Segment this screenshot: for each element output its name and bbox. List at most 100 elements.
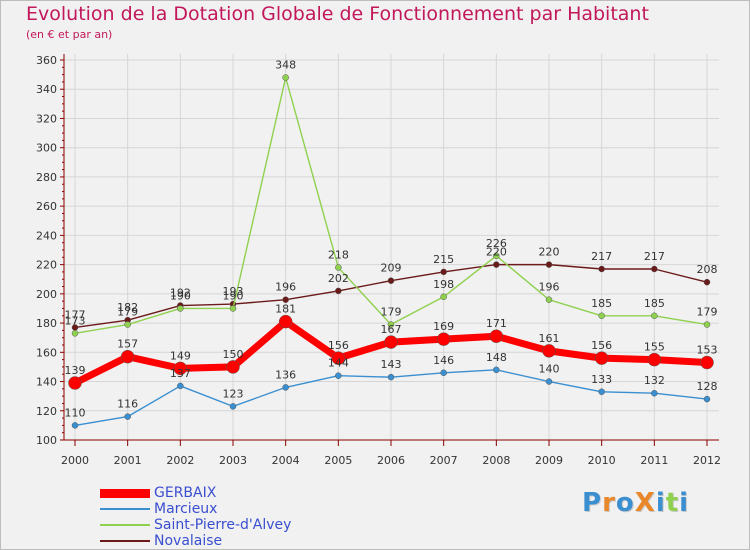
data-point-novalaise <box>703 278 711 286</box>
data-point-marcieux <box>545 378 553 385</box>
data-point-saint-pierre-d-alvey <box>545 296 553 303</box>
data-point-saint-pierre-d-alvey <box>229 305 237 312</box>
data-label-novalaise: 220 <box>539 246 560 259</box>
data-label-gerbaix: 149 <box>170 349 191 362</box>
legend-label-marcieux: Marcieux <box>154 501 218 517</box>
logo-letter: X <box>634 488 656 518</box>
data-label-novalaise: 177 <box>65 308 86 321</box>
y-tick-label: 320 <box>36 112 57 125</box>
proxiti-logo: ProXiti <box>582 488 689 518</box>
data-label-novalaise: 182 <box>117 301 138 314</box>
legend-label-saint-pierre-d-alvey: Saint-Pierre-d'Alvey <box>154 517 292 533</box>
data-label-novalaise: 215 <box>433 253 454 266</box>
chart-title: Evolution de la Dotation Globale de Fonc… <box>26 3 649 25</box>
data-point-marcieux <box>71 422 79 429</box>
data-point-saint-pierre-d-alvey <box>335 264 342 271</box>
data-label-marcieux: 132 <box>644 374 665 387</box>
logo-letter: o <box>615 488 635 518</box>
legend-item-gerbaix: GERBAIX <box>100 485 291 501</box>
data-point-novalaise <box>440 268 447 276</box>
x-tick-label: 2010 <box>588 454 616 467</box>
legend-item-novalaise: Novalaise <box>100 533 291 549</box>
data-point-gerbaix <box>68 376 82 390</box>
x-tick-label: 2002 <box>166 454 194 467</box>
data-point-saint-pierre-d-alvey <box>387 321 395 328</box>
data-point-marcieux <box>335 372 342 379</box>
data-label-gerbaix: 155 <box>644 341 665 354</box>
data-label-marcieux: 133 <box>591 373 612 386</box>
x-tick-label: 2008 <box>482 454 510 467</box>
data-point-saint-pierre-d-alvey <box>651 312 658 320</box>
legend-swatch-novalaise <box>100 540 150 542</box>
data-point-marcieux <box>440 369 447 377</box>
data-point-gerbaix <box>542 344 556 358</box>
legend-item-marcieux: Marcieux <box>100 501 291 517</box>
data-point-saint-pierre-d-alvey <box>71 330 79 337</box>
data-label-novalaise: 192 <box>170 287 191 300</box>
data-label-marcieux: 110 <box>65 406 86 419</box>
x-tick-label: 2004 <box>272 454 300 467</box>
data-point-gerbaix <box>700 355 714 370</box>
data-label-saint-pierre-d-alvey: 190 <box>223 289 244 302</box>
data-label-novalaise: 220 <box>486 246 507 259</box>
logo-letter: P <box>582 488 603 518</box>
data-point-gerbaix <box>331 351 346 365</box>
data-label-gerbaix: 181 <box>275 303 296 316</box>
chart-legend: GERBAIX Marcieux Saint-Pierre-d'Alvey No… <box>100 485 291 549</box>
x-tick-label: 2000 <box>61 454 89 467</box>
y-tick-label: 100 <box>36 434 57 447</box>
data-label-gerbaix: 156 <box>328 339 349 352</box>
y-tick-label: 120 <box>36 405 57 418</box>
data-point-saint-pierre-d-alvey <box>124 321 131 328</box>
data-label-saint-pierre-d-alvey: 226 <box>486 237 507 250</box>
logo-letter: i <box>655 488 666 518</box>
legend-label-novalaise: Novalaise <box>154 533 223 549</box>
data-label-saint-pierre-d-alvey: 179 <box>117 306 138 319</box>
data-label-novalaise: 208 <box>697 263 718 276</box>
y-tick-label: 280 <box>36 171 57 184</box>
data-label-novalaise: 196 <box>275 281 296 294</box>
data-label-saint-pierre-d-alvey: 185 <box>591 297 612 310</box>
legend-swatch-marcieux <box>100 508 150 510</box>
data-label-marcieux: 146 <box>433 354 454 367</box>
data-point-marcieux <box>177 382 184 390</box>
data-label-gerbaix: 153 <box>697 344 718 357</box>
x-tick-label: 2007 <box>430 454 458 467</box>
data-point-saint-pierre-d-alvey <box>177 305 184 312</box>
data-label-marcieux: 140 <box>539 363 560 376</box>
data-point-gerbaix <box>436 332 451 346</box>
data-label-novalaise: 217 <box>644 250 665 263</box>
data-label-novalaise: 209 <box>381 262 402 275</box>
data-label-saint-pierre-d-alvey: 179 <box>697 306 718 319</box>
data-point-gerbaix <box>647 352 662 367</box>
data-label-gerbaix: 156 <box>591 339 612 352</box>
legend-item-saint-pierre-d-alvey: Saint-Pierre-d'Alvey <box>100 517 291 533</box>
data-point-marcieux <box>282 384 289 391</box>
data-label-marcieux: 116 <box>117 398 138 411</box>
x-tick-label: 2009 <box>535 454 563 467</box>
data-point-novalaise <box>387 277 395 284</box>
data-label-gerbaix: 169 <box>433 320 454 333</box>
logo-letter: r <box>602 488 616 518</box>
data-point-marcieux <box>124 413 131 420</box>
data-label-marcieux: 128 <box>697 380 718 393</box>
data-label-marcieux: 123 <box>223 387 244 400</box>
data-point-gerbaix <box>489 329 504 343</box>
data-label-marcieux: 144 <box>328 357 349 370</box>
data-point-gerbaix <box>226 360 240 374</box>
x-tick-label: 2005 <box>324 454 352 467</box>
data-label-gerbaix: 157 <box>117 338 138 351</box>
data-label-gerbaix: 167 <box>381 323 402 336</box>
data-point-saint-pierre-d-alvey <box>598 312 605 320</box>
data-label-gerbaix: 171 <box>486 317 507 330</box>
data-point-novalaise <box>335 287 342 295</box>
y-tick-label: 240 <box>36 229 57 242</box>
data-point-saint-pierre-d-alvey <box>703 321 711 328</box>
data-point-saint-pierre-d-alvey <box>282 74 289 81</box>
data-label-gerbaix: 150 <box>223 348 244 361</box>
chart-subtitle: (en € et par an) <box>26 28 113 41</box>
data-point-marcieux <box>229 403 237 410</box>
x-tick-label: 2012 <box>693 454 721 467</box>
y-tick-label: 180 <box>36 317 57 330</box>
